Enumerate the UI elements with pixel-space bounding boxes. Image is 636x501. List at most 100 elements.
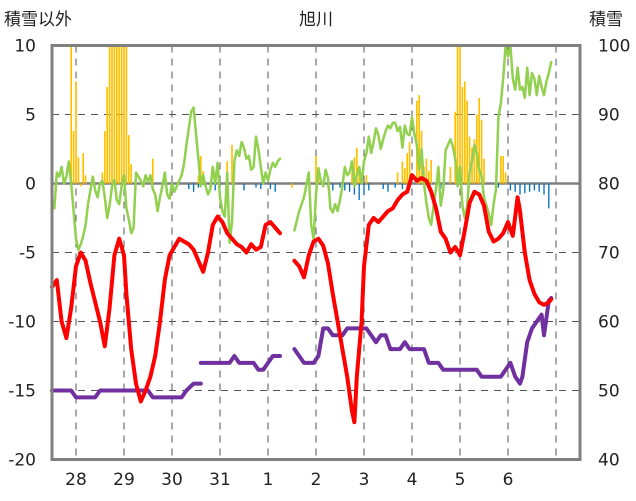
bar [449, 166, 452, 184]
bar [108, 45, 111, 184]
line-series [50, 44, 554, 425]
x-tick-label: 31 [209, 470, 231, 490]
bar [348, 183, 351, 192]
y-tick-label-left: 5 [25, 106, 36, 126]
bar [82, 153, 85, 184]
bar [231, 144, 233, 184]
y-tick-label-left: -20 [8, 451, 36, 471]
bar [291, 183, 293, 188]
series-line [50, 106, 282, 251]
x-tick-label: 30 [161, 470, 183, 490]
bar [274, 183, 276, 192]
bar [533, 183, 536, 191]
bar [344, 183, 346, 191]
x-tick-label: 6 [503, 470, 514, 490]
bar [548, 183, 550, 209]
bar [478, 97, 481, 184]
y-tick-label-right: 90 [598, 106, 620, 126]
bar [401, 183, 404, 190]
bar [151, 158, 154, 184]
y-tick-label-left: -10 [8, 313, 36, 333]
bar [454, 111, 457, 184]
bar [387, 183, 389, 192]
y-tick-label-right: 50 [598, 382, 620, 402]
bar [355, 147, 358, 184]
y-tick-label-left: 0 [25, 175, 36, 195]
bar [84, 175, 87, 184]
bar [351, 172, 353, 184]
bar [103, 131, 106, 184]
bar [125, 45, 128, 184]
series-line [198, 354, 282, 372]
bar [396, 172, 399, 184]
x-tick-label: 3 [359, 470, 370, 490]
bar [72, 131, 75, 184]
y-tick-label-right: 40 [598, 451, 620, 471]
x-axis-ticks: 28 29 30 31 1 2 3 4 5 6 [65, 470, 513, 490]
bar [382, 183, 384, 190]
bar [70, 45, 73, 184]
chart-title: 旭川 [299, 10, 333, 30]
bar [115, 45, 118, 184]
bar [353, 157, 356, 184]
x-tick-label: 28 [65, 470, 87, 490]
bar [101, 172, 104, 184]
bar [127, 135, 130, 184]
bar [363, 183, 365, 195]
bar [353, 183, 356, 195]
bar [538, 183, 540, 192]
bar [243, 183, 245, 191]
y-tick-label-left: -5 [19, 244, 36, 264]
series-line [50, 381, 203, 400]
bar [339, 183, 341, 188]
bar [466, 100, 469, 184]
x-tick-label: 4 [407, 470, 418, 490]
y-tick-label-right: 70 [598, 244, 620, 264]
left-axis-ticks: 10 5 0 -5 -10 -15 -20 [8, 37, 36, 471]
bar [514, 183, 516, 192]
bar [504, 172, 507, 184]
bar [519, 183, 521, 195]
bar [75, 81, 77, 184]
bar [473, 139, 476, 184]
bar [425, 158, 428, 184]
bar [197, 183, 200, 188]
series-line [293, 44, 553, 240]
bar [524, 183, 526, 194]
bar [106, 86, 109, 184]
bar [502, 155, 505, 184]
bar [401, 161, 404, 184]
bar [394, 183, 396, 188]
bar [260, 183, 262, 190]
bar [430, 160, 433, 184]
bar [408, 142, 411, 184]
bar [497, 183, 500, 188]
bar [427, 171, 430, 184]
bar [483, 158, 485, 184]
bar [332, 183, 334, 191]
bar [463, 81, 466, 184]
bar [365, 175, 368, 184]
bar [528, 183, 531, 192]
series-line [292, 173, 554, 425]
bar [123, 45, 125, 184]
bar [543, 183, 545, 195]
bar [118, 45, 121, 184]
bar [368, 183, 370, 191]
bar [77, 157, 80, 184]
bar [418, 95, 421, 184]
right-axis-ticks: 100 90 80 70 60 50 40 [598, 37, 630, 471]
bar [315, 155, 317, 184]
bar [197, 175, 200, 184]
bar [255, 183, 257, 188]
bar [509, 183, 512, 191]
bar [403, 168, 406, 184]
bar [480, 120, 483, 184]
x-tick-label: 29 [113, 470, 135, 490]
x-tick-label: 5 [455, 470, 466, 490]
bar [120, 45, 123, 184]
bar [192, 183, 195, 192]
bar [468, 136, 471, 184]
right-axis-label: 積雪 [589, 10, 623, 30]
